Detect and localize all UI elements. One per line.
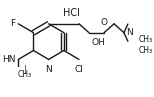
Text: O: O — [101, 18, 108, 27]
Text: HCl: HCl — [63, 8, 80, 18]
Text: F: F — [10, 19, 16, 28]
Text: CH₃: CH₃ — [139, 35, 153, 44]
Text: |: | — [24, 65, 26, 74]
Text: CH₃: CH₃ — [18, 70, 32, 79]
Text: OH: OH — [92, 38, 105, 47]
Text: N: N — [45, 65, 52, 74]
Text: CH₃: CH₃ — [139, 46, 153, 55]
Text: Cl: Cl — [75, 65, 83, 74]
Text: HN: HN — [2, 55, 16, 64]
Text: N: N — [127, 28, 133, 37]
